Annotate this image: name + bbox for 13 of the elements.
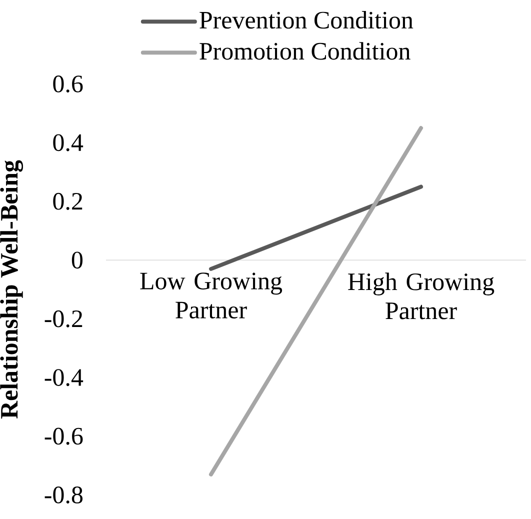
y-tick-label: -0.2 xyxy=(44,310,82,328)
y-tick-label: 0.6 xyxy=(53,76,83,92)
y-tick-label: 0.2 xyxy=(53,192,82,210)
y-tick-label: -0.8 xyxy=(44,486,83,504)
y-axis-title: Relationship Well-Being xyxy=(0,160,24,419)
x-tick-label: High Growing Partner xyxy=(348,272,494,320)
legend-label: Promotion Condition xyxy=(200,42,410,60)
y-tick-label: -0.4 xyxy=(44,369,84,386)
y-tick-label: 0 xyxy=(72,252,83,269)
y-tick-label: -0.6 xyxy=(44,428,83,445)
legend-label: Prevention Condition xyxy=(200,11,414,29)
x-tick-label: Low Growing Partner xyxy=(140,272,282,318)
y-tick-label: 0.4 xyxy=(53,134,84,152)
